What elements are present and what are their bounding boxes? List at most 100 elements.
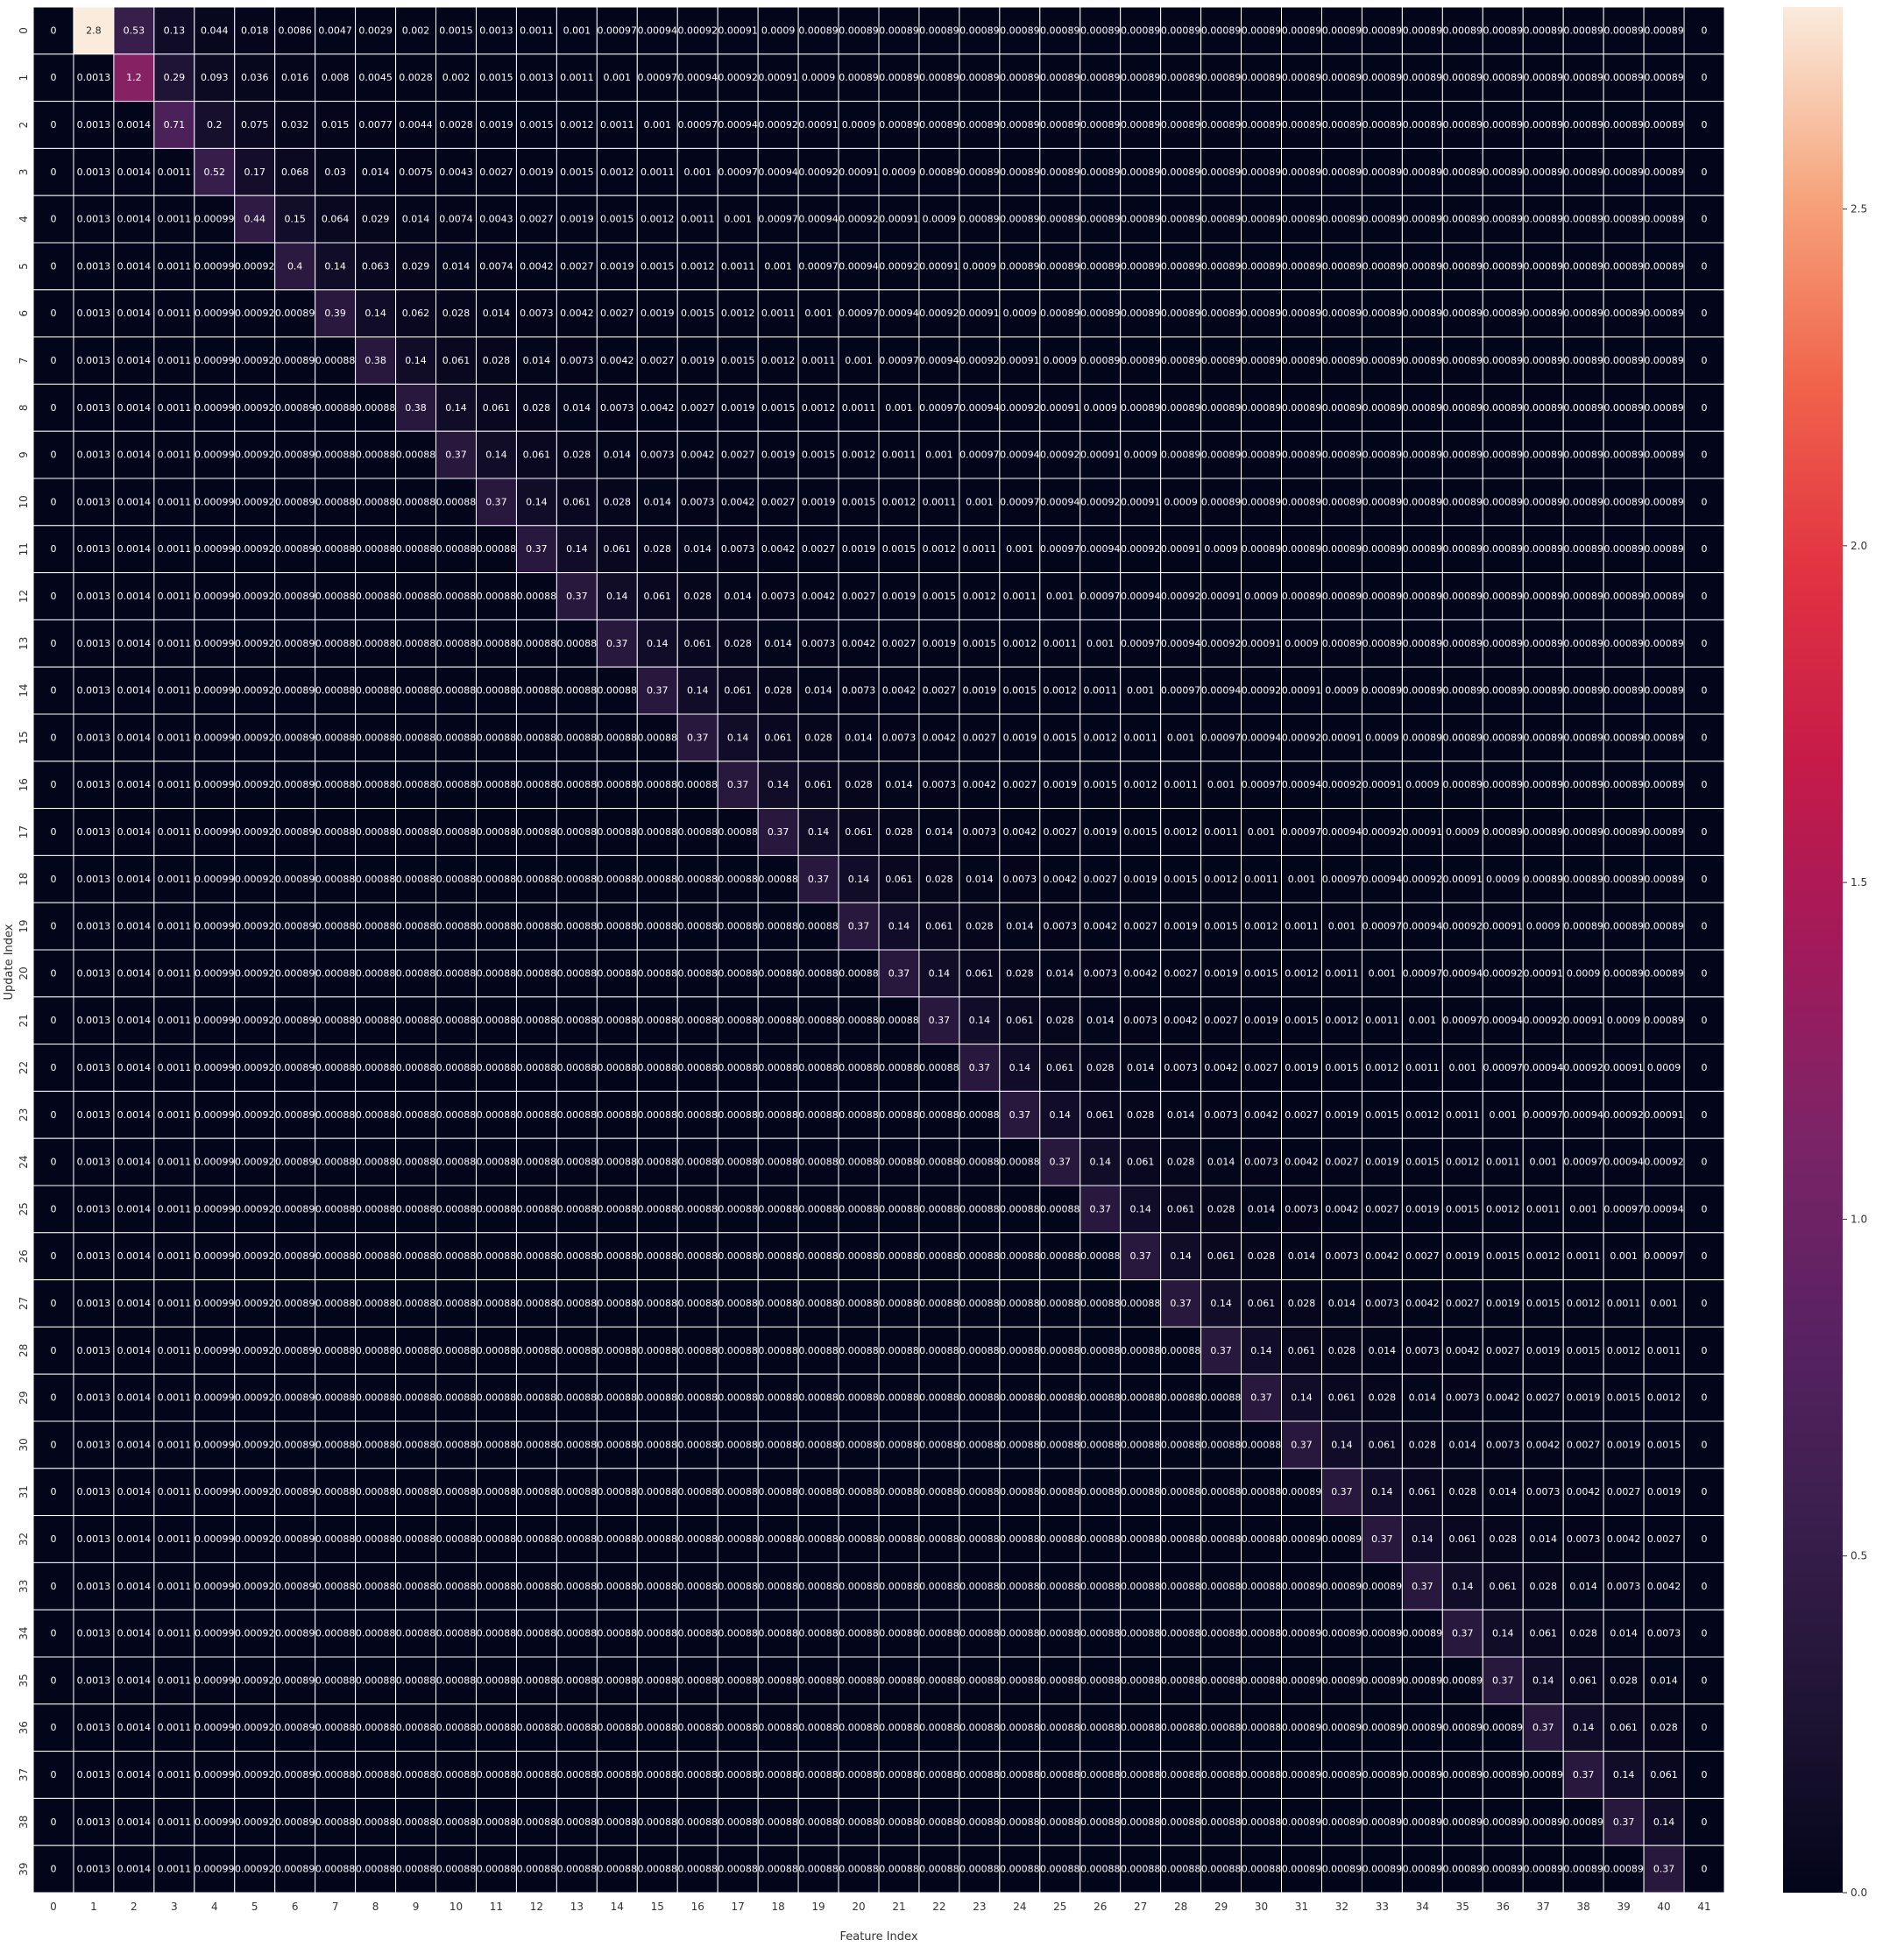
- cell-value-label: 0.0014: [117, 450, 152, 461]
- cell-value-label: 0.0009: [761, 25, 796, 36]
- heatmap-cell: [1401, 101, 1443, 149]
- cell-value-label: 0.001: [1046, 591, 1074, 602]
- y-tick-label: 10: [18, 495, 30, 508]
- cell-value-label: 0.0019: [560, 214, 594, 225]
- heatmap-cell: [355, 336, 397, 385]
- cell-value-label: 0.00089: [1161, 260, 1201, 272]
- heatmap-cell: [1160, 195, 1202, 244]
- cell-value-label: 0.00088: [315, 543, 356, 555]
- cell-value-label: 0.0019: [1123, 874, 1157, 885]
- cell-value-label: 0.0027: [842, 591, 876, 602]
- cell-value-label: 0.0012: [882, 496, 917, 507]
- cell-value-label: 0: [1702, 72, 1708, 83]
- cell-value-label: 0.0014: [117, 1298, 152, 1309]
- heatmap-cell: [1683, 289, 1725, 338]
- cell-value-label: 0.00089: [1443, 496, 1483, 507]
- cell-value-label: 0.00094: [1322, 826, 1363, 838]
- y-tick-label: 39: [18, 1862, 30, 1875]
- heatmap-cell: [274, 289, 316, 338]
- heatmap-cell: [515, 195, 557, 244]
- cell-value-label: 0.061: [1086, 1109, 1115, 1121]
- cell-value-label: 0.00088: [718, 1628, 758, 1639]
- cell-value-label: 0.00089: [1322, 1533, 1363, 1545]
- cell-value-label: 0.00099: [195, 874, 235, 885]
- cell-value-label: 0.0014: [117, 1250, 152, 1262]
- cell-value-label: 0.008: [322, 72, 350, 83]
- cell-value-label: 0.0073: [923, 779, 957, 790]
- cell-value-label: 0.0027: [1325, 1157, 1359, 1168]
- cell-value-label: 0.00089: [275, 1439, 315, 1450]
- cell-value-label: 0.00088: [879, 1345, 919, 1356]
- cell-value-label: 0.00088: [718, 967, 758, 979]
- cell-value-label: 0.0042: [923, 732, 957, 743]
- cell-value-label: 0.0013: [77, 1581, 111, 1592]
- cell-value-label: 0.37: [445, 450, 467, 461]
- cell-value-label: 0.001: [1529, 1157, 1557, 1168]
- cell-value-label: 0.00088: [436, 543, 477, 555]
- cell-value-label: 0.00089: [1282, 1581, 1322, 1592]
- cell-value-label: 0: [50, 1816, 56, 1828]
- cell-value-label: 0.00088: [315, 874, 356, 885]
- cell-value-label: 0.00088: [1242, 1864, 1282, 1875]
- cell-value-label: 0.00091: [1603, 1062, 1644, 1073]
- cell-value-label: 0: [1702, 1015, 1708, 1026]
- cell-value-label: 0.0073: [1003, 874, 1037, 885]
- cell-value-label: 0: [1702, 1674, 1708, 1686]
- cell-value-label: 0.0011: [158, 1062, 192, 1073]
- cell-value-label: 0.0027: [882, 638, 917, 649]
- cell-value-label: 0.00088: [436, 967, 477, 979]
- heatmap-cell: [797, 195, 839, 244]
- cell-value-label: 0.014: [683, 543, 711, 555]
- cell-value-label: 0.028: [483, 355, 511, 366]
- cell-value-label: 0.0013: [77, 1109, 111, 1121]
- heatmap-cell: [918, 147, 960, 196]
- x-axis-label: Feature Index: [839, 1930, 917, 1943]
- cell-value-label: 0.00089: [1563, 543, 1603, 555]
- cell-value-label: 0.00089: [1282, 1533, 1322, 1545]
- cell-value-label: 0.00088: [436, 1628, 477, 1639]
- cell-value-label: 0.00092: [235, 496, 275, 507]
- cell-value-label: 0.00089: [1403, 543, 1443, 555]
- heatmap-cell: [878, 53, 920, 103]
- cell-value-label: 0.0014: [117, 826, 152, 838]
- cell-value-label: 0.061: [683, 638, 711, 649]
- cell-value-label: 0.00088: [598, 1628, 638, 1639]
- cell-value-label: 0.00089: [1000, 166, 1040, 178]
- cell-value-label: 0: [50, 1250, 56, 1262]
- heatmap-cell: [838, 336, 880, 385]
- heatmap-cell: [1120, 53, 1162, 103]
- cell-value-label: 0.00088: [1080, 1250, 1121, 1262]
- cell-value-label: 0.00089: [1161, 25, 1201, 36]
- cell-value-label: 0.00088: [1040, 1722, 1080, 1733]
- cell-value-label: 0.00092: [235, 450, 275, 461]
- cell-value-label: 0.00089: [959, 119, 1000, 131]
- x-tick-label: 41: [1697, 1901, 1710, 1913]
- cell-value-label: 0.028: [1650, 1722, 1678, 1733]
- cell-value-label: 0.0011: [158, 1722, 192, 1733]
- cell-value-label: 0.00089: [1403, 214, 1443, 225]
- cell-value-label: 0.00089: [1443, 779, 1483, 790]
- cell-value-label: 0.0043: [479, 214, 513, 225]
- cell-value-label: 0.0073: [963, 826, 997, 838]
- heatmap-cell: [435, 101, 477, 149]
- heatmap-cell: [797, 147, 839, 196]
- cell-value-label: 0.0011: [1405, 1062, 1440, 1073]
- cell-value-label: 0.00089: [1644, 119, 1684, 131]
- cell-value-label: 0.0073: [1647, 1628, 1681, 1639]
- cell-value-label: 0.0027: [963, 732, 997, 743]
- cell-value-label: 0.00089: [1322, 25, 1363, 36]
- cell-value-label: 0.00094: [1523, 1062, 1563, 1073]
- cell-value-label: 0: [1702, 874, 1708, 885]
- x-tick-label: 39: [1617, 1901, 1630, 1913]
- cell-value-label: 0.00089: [1443, 402, 1483, 414]
- cell-value-label: 0.028: [966, 921, 994, 932]
- cell-value-label: 0.37: [727, 779, 749, 790]
- cell-value-label: 0.00088: [477, 921, 517, 932]
- cell-value-label: 0.028: [724, 638, 752, 649]
- cell-value-label: 0.0014: [117, 260, 152, 272]
- cell-value-label: 0.0013: [77, 1674, 111, 1686]
- cell-value-label: 0.00088: [758, 1250, 798, 1262]
- cell-value-label: 0.00089: [1040, 25, 1080, 36]
- y-tick-label: 24: [18, 1155, 30, 1168]
- cell-value-label: 0.00092: [919, 308, 959, 319]
